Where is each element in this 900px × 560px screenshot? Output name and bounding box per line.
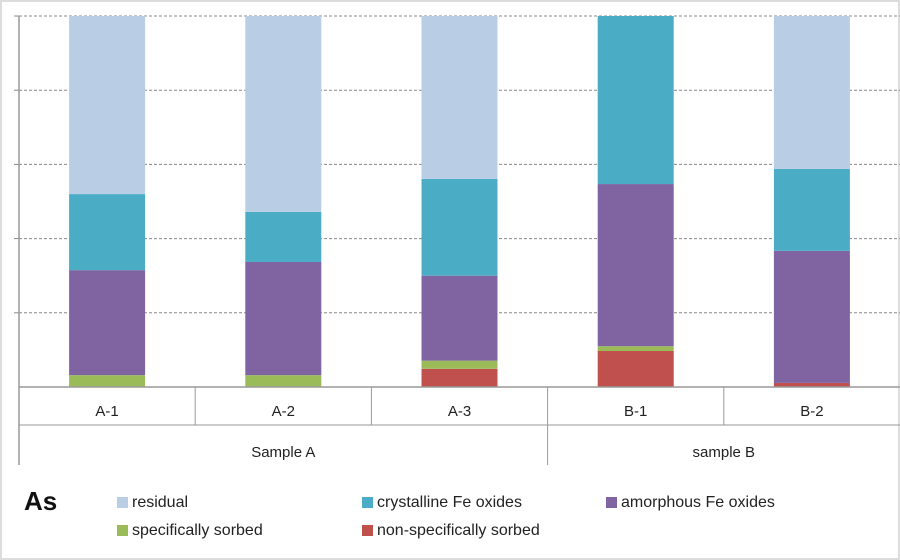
legend-swatch <box>606 497 617 509</box>
bar-segment-residual <box>421 16 498 179</box>
legend-item: amorphous Fe oxides <box>606 494 775 512</box>
category-label: A-2 <box>272 403 295 420</box>
legend-item: residual <box>117 494 188 512</box>
legend-label: specifically sorbed <box>132 522 263 539</box>
legend-label: amorphous Fe oxides <box>621 494 775 511</box>
bar-segment-residual <box>245 16 322 212</box>
category-label: A-3 <box>448 403 471 420</box>
group-label: sample B <box>693 444 756 461</box>
bar-segment-non-specifically-sorbed <box>597 351 674 387</box>
bar-segment-non-specifically-sorbed <box>421 368 498 387</box>
legend-label: residual <box>132 494 189 511</box>
category-label: B-2 <box>800 403 823 420</box>
bar-segment-amorphous-Fe-oxides <box>597 184 674 347</box>
bar-segment-crystalline-Fe-oxides <box>773 168 850 251</box>
bar-segment-amorphous-Fe-oxides <box>773 250 850 383</box>
bar-segment-amorphous-Fe-oxides <box>421 275 498 361</box>
category-label: A-1 <box>95 403 118 420</box>
bar-segment-crystalline-Fe-oxides <box>421 178 498 276</box>
group-label: Sample A <box>251 444 315 461</box>
legend-swatch <box>117 497 128 509</box>
legend-item: non-specifically sorbed <box>362 522 540 540</box>
legend-item: specifically sorbed <box>117 522 263 540</box>
bar-segment-non-specifically-sorbed <box>773 382 850 387</box>
legend-item: crystalline Fe oxides <box>362 494 522 512</box>
bar-segment-specifically-sorbed <box>597 346 674 352</box>
bar-segment-specifically-sorbed <box>69 375 146 387</box>
legend-swatch <box>362 497 373 509</box>
bar-segment-amorphous-Fe-oxides <box>69 270 146 376</box>
legend-label: crystalline Fe oxides <box>377 494 522 511</box>
bar-segment-crystalline-Fe-oxides <box>245 211 322 262</box>
legend-swatch <box>117 525 128 537</box>
chart-title: As <box>24 486 58 516</box>
bar-segment-residual <box>773 16 850 169</box>
bar-segment-specifically-sorbed <box>245 375 322 387</box>
legend-label: non-specifically sorbed <box>377 522 540 539</box>
bar-segment-residual <box>69 16 146 195</box>
bar-segment-crystalline-Fe-oxides <box>597 16 674 185</box>
bar-segment-amorphous-Fe-oxides <box>245 261 322 376</box>
bar-segment-specifically-sorbed <box>421 360 498 369</box>
legend-swatch <box>362 525 373 537</box>
bar-segment-crystalline-Fe-oxides <box>69 194 146 271</box>
category-label: B-1 <box>624 403 647 420</box>
